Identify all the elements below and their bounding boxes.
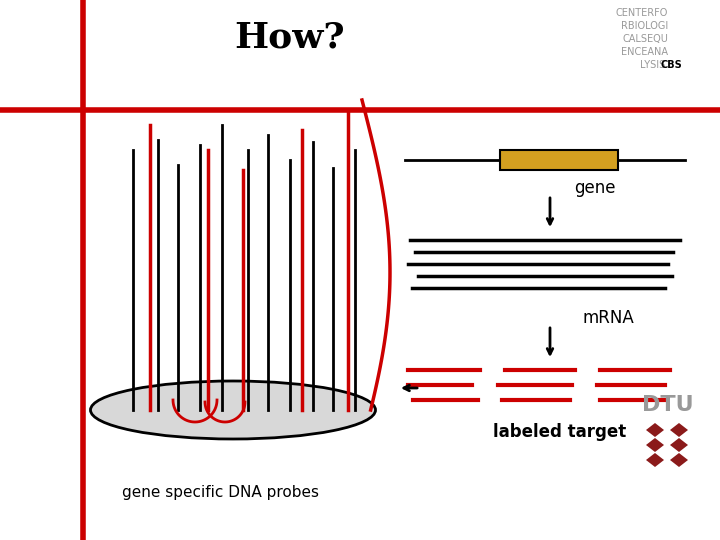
Text: gene: gene: [575, 179, 616, 197]
Text: RBIOLOGI: RBIOLOGI: [621, 21, 668, 31]
Polygon shape: [646, 453, 664, 467]
Ellipse shape: [91, 381, 376, 439]
Polygon shape: [670, 423, 688, 437]
Text: How?: How?: [235, 21, 346, 55]
Text: DTU: DTU: [642, 395, 694, 415]
Text: ENCEANA: ENCEANA: [621, 47, 668, 57]
Polygon shape: [670, 453, 688, 467]
Polygon shape: [670, 438, 688, 452]
Polygon shape: [646, 423, 664, 437]
Text: CENTERFO: CENTERFO: [616, 8, 668, 18]
Text: CALSEQU: CALSEQU: [622, 34, 668, 44]
Text: CBS: CBS: [660, 60, 682, 70]
Text: gene specific DNA probes: gene specific DNA probes: [122, 484, 318, 500]
Text: LYSIS: LYSIS: [639, 60, 668, 70]
Polygon shape: [646, 438, 664, 452]
Text: labeled target: labeled target: [493, 423, 626, 441]
Bar: [500, 150, 618, 170]
Text: mRNA: mRNA: [582, 309, 634, 327]
